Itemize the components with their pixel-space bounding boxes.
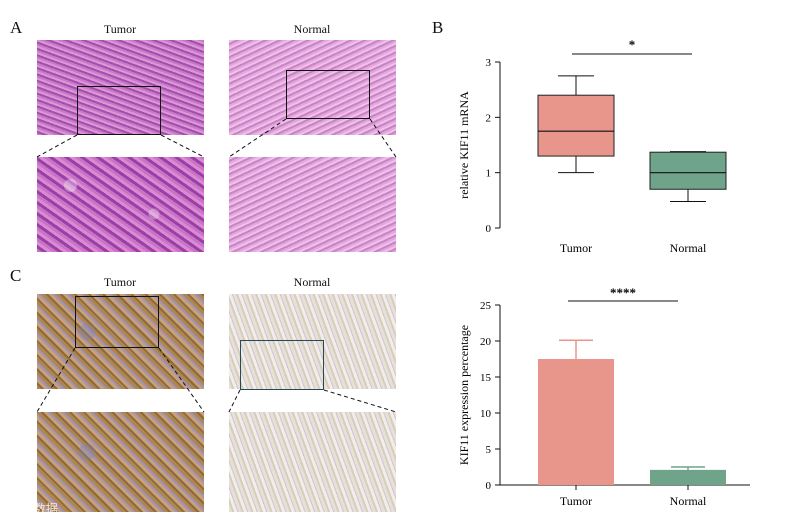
panel-c-normal-label: Normal [293,275,331,289]
panel-c-tumor-label: Tumor [103,275,137,289]
x-tick-label-1: Normal [670,494,707,508]
box-1 [649,151,727,190]
ihc-normal-low-mag-image [229,294,396,389]
x-tick-label-0: Tumor [560,494,592,508]
y-tick-label-5: 25 [480,300,492,312]
y-tick-label-2: 2 [486,112,492,124]
y-axis-label: KIF11 expression percentage [457,325,471,465]
panel-a-tumor-label: Tumor [103,22,137,36]
y-tick-label-1: 1 [486,168,492,180]
watermark-text: © 大数据 [6,502,58,516]
y-axis-label: relative KIF11 mRNA [457,91,471,199]
x-tick-label-1: Normal [670,241,707,255]
ihc-normal-zoom-image [229,412,396,512]
y-tick-label-0: 0 [486,480,492,492]
y-tick-label-3: 15 [480,372,492,384]
bar-1 [650,469,726,485]
y-tick-label-4: 20 [480,336,492,348]
panel-letter-a: A [10,18,23,37]
panel-a-normal-label: Normal [293,22,331,36]
bar-chart: 0 5 10 15 20 25 KIF11 expression percentage Tum… [457,285,750,508]
y-tick-label-2: 10 [480,408,492,420]
x-tick-label-0: Tumor [560,241,592,255]
he-tumor-zoom-image [37,157,204,252]
ihc-tumor-inset-box [75,296,159,348]
y-tick-label-3: 3 [486,57,492,69]
he-normal-zoom-image [229,157,396,252]
significance-mark: **** [610,285,636,300]
panel-letter-c: C [10,266,22,285]
boxplot-chart: 0 1 2 3 relative KIF11 mRNA Tumor Normal * [457,40,727,255]
ihc-tumor-zoom-image [37,412,204,512]
significance-mark: * [629,40,636,52]
he-normal-low-mag-image [229,40,396,135]
y-tick-label-1: 5 [486,444,492,456]
ihc-normal-inset-box [240,340,324,390]
bar-0 [538,359,614,485]
he-tumor-inset-box [77,86,161,135]
he-tumor-low-mag-image [37,40,204,135]
he-normal-inset-box [286,70,370,119]
y-tick-label-0: 0 [486,223,492,235]
panel-letter-b: B [432,18,444,37]
box-0 [537,94,615,157]
